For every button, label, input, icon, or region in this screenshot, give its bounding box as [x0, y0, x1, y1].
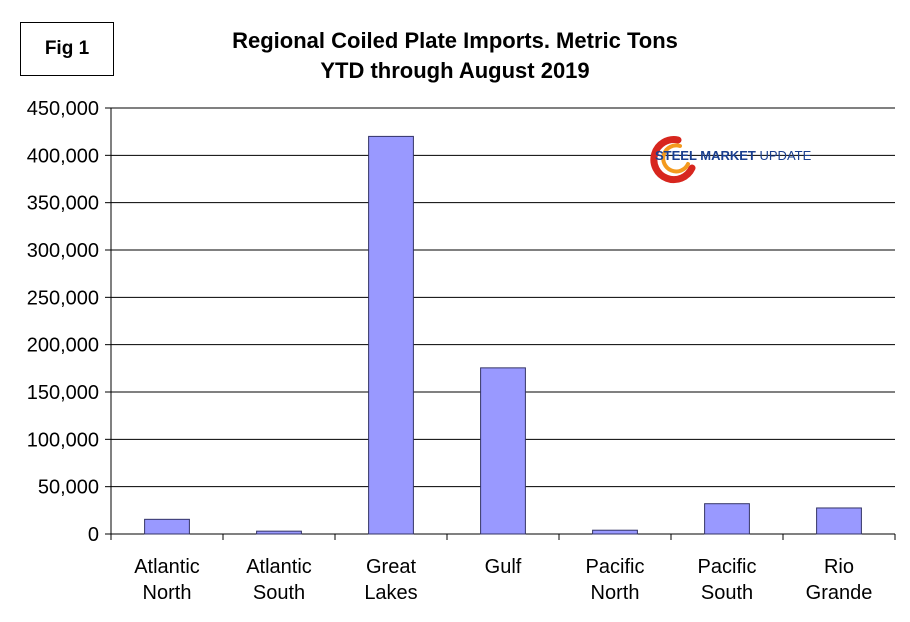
y-tick-label: 100,000: [27, 429, 99, 451]
x-tick-label: South: [701, 582, 753, 604]
bar: [256, 530, 302, 535]
logo-text-bold: STEEL MARKET: [655, 148, 756, 163]
bar: [144, 518, 190, 535]
x-tick-label: Atlantic: [134, 556, 200, 578]
y-tick-label: 200,000: [27, 335, 99, 357]
y-tick-label: 150,000: [27, 382, 99, 404]
x-tick-label: Pacific: [698, 556, 757, 578]
chart-title-block: Regional Coiled Plate Imports. Metric To…: [150, 26, 760, 86]
bar: [480, 367, 526, 535]
figure-label: Fig 1: [20, 22, 114, 76]
chart-subtitle: YTD through August 2019: [320, 58, 590, 83]
logo-swoosh-icon: [650, 136, 696, 184]
y-tick-label: 450,000: [27, 98, 99, 120]
x-tick-label: North: [143, 582, 192, 604]
bar: [816, 507, 862, 535]
y-tick-label: 250,000: [27, 287, 99, 309]
logo-text-normal: UPDATE: [755, 148, 812, 163]
y-tick-label: 300,000: [27, 240, 99, 262]
bar: [704, 503, 750, 535]
x-tick-label: Atlantic: [246, 556, 312, 578]
x-tick-label: Lakes: [364, 582, 417, 604]
y-tick-label: 0: [88, 524, 99, 546]
x-tick-label: Pacific: [586, 556, 645, 578]
x-tick-label: Great: [366, 556, 416, 578]
chart-title: Regional Coiled Plate Imports. Metric To…: [232, 28, 678, 53]
x-tick-label: Gulf: [485, 556, 522, 578]
y-tick-label: 400,000: [27, 145, 99, 167]
x-tick-label: Rio: [824, 556, 854, 578]
x-tick-label: South: [253, 582, 305, 604]
bar: [368, 135, 414, 535]
x-tick-label: Grande: [806, 582, 873, 604]
steel-market-update-logo: STEEL MARKET UPDATE: [640, 134, 815, 184]
bar: [592, 529, 638, 535]
y-tick-label: 50,000: [38, 477, 99, 499]
y-tick-label: 350,000: [27, 193, 99, 215]
x-tick-label: North: [591, 582, 640, 604]
logo-text: STEEL MARKET UPDATE: [655, 148, 811, 163]
